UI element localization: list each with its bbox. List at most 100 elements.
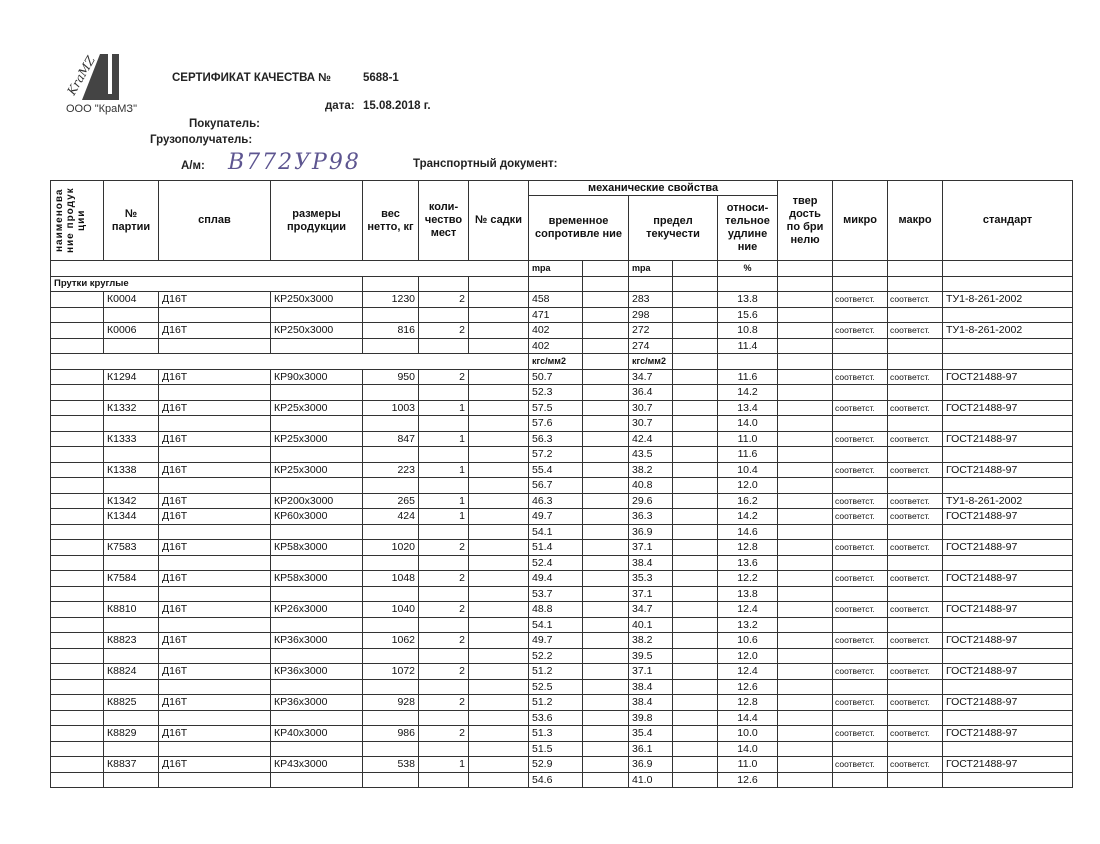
qty-cell: 2 (418, 322, 469, 339)
empty-cell (672, 601, 718, 618)
hardness-cell (777, 415, 834, 432)
yield-cell: 30.7 (628, 415, 673, 432)
standard-cell (942, 523, 1074, 540)
elongation-cell: 12.0 (716, 647, 779, 664)
size-cell: КР250х3000 (270, 322, 363, 339)
batch-cell (103, 306, 159, 323)
unit-tensile: кгс/мм2 (528, 353, 583, 370)
standard-cell (942, 740, 1074, 757)
unit-yield: кгс/мм2 (628, 353, 673, 370)
hardness-cell (777, 368, 834, 385)
empty-cell (887, 260, 944, 277)
empty-cell (832, 353, 889, 370)
size-cell: КР60х3000 (270, 508, 363, 525)
hardness-cell (777, 477, 834, 494)
empty-cell (582, 275, 629, 292)
standard-cell: ГОСТ21488-97 (942, 601, 1074, 618)
tensile-cell: 52.4 (528, 554, 583, 571)
tensile-cell: 51.3 (528, 725, 583, 742)
micro-cell (832, 585, 889, 602)
weight-cell: 424 (362, 508, 419, 525)
table-row: К8837 Д16Т КР43х3000 538 1 52.9 36.9 11.0 соотве… (50, 756, 1074, 773)
empty-cell (832, 275, 889, 292)
empty-cell (582, 446, 629, 463)
size-cell (270, 384, 363, 401)
batch-cell: К0006 (103, 322, 159, 339)
batch-cell: К7583 (103, 539, 159, 556)
qty-cell: 2 (418, 663, 469, 680)
empty-cell (777, 275, 834, 292)
tensile-cell: 458 (528, 291, 583, 308)
micro-cell (832, 523, 889, 540)
hardness-cell (777, 291, 834, 308)
micro-cell (832, 740, 889, 757)
furnace-cell (468, 430, 529, 447)
batch-cell: К8829 (103, 725, 159, 742)
batch-cell: К1294 (103, 368, 159, 385)
hardness-cell (777, 384, 834, 401)
table-row: К0006 Д16Т КР250х3000 816 2 402 272 10.8 соответ… (50, 322, 1074, 339)
size-cell (270, 585, 363, 602)
yield-cell: 36.3 (628, 508, 673, 525)
size-cell: КР200х3000 (270, 492, 363, 509)
tensile-cell: 52.3 (528, 384, 583, 401)
qty-cell: 2 (418, 291, 469, 308)
company-logo: KraMZ (62, 52, 142, 104)
yield-cell: 36.9 (628, 756, 673, 773)
empty-cell (582, 740, 629, 757)
qty-cell: 1 (418, 492, 469, 509)
qty-cell (418, 678, 469, 695)
micro-cell (832, 337, 889, 354)
micro-cell (832, 415, 889, 432)
furnace-cell (468, 694, 529, 711)
product-name-cell (50, 399, 104, 416)
col-furnace: № садки (468, 180, 529, 261)
units-row: кгс/мм2 кгс/мм2 (50, 353, 1074, 370)
hardness-cell (777, 399, 834, 416)
empty-cell (672, 725, 718, 742)
micro-cell (832, 771, 889, 788)
col-yield: предел текучести (628, 195, 718, 261)
empty-cell (672, 709, 718, 726)
alloy-cell (158, 415, 271, 432)
col-qty: коли- чество мест (418, 180, 469, 261)
empty-cell (582, 399, 629, 416)
weight-cell: 265 (362, 492, 419, 509)
micro-cell (832, 709, 889, 726)
table-row: 53.7 37.1 13.8 (50, 585, 1074, 602)
empty-cell (582, 539, 629, 556)
weight-cell: 928 (362, 694, 419, 711)
weight-cell: 950 (362, 368, 419, 385)
furnace-cell (468, 585, 529, 602)
table-row: К7583 Д16Т КР58х3000 1020 2 51.4 37.1 12.8 соотв… (50, 539, 1074, 556)
empty-cell (582, 477, 629, 494)
standard-cell: ТУ1-8-261-2002 (942, 492, 1074, 509)
hardness-cell (777, 430, 834, 447)
empty-cell (582, 632, 629, 649)
yield-cell: 38.4 (628, 694, 673, 711)
size-cell: КР25х3000 (270, 461, 363, 478)
alloy-cell (158, 616, 271, 633)
hardness-cell (777, 570, 834, 587)
elongation-cell: 16.2 (716, 492, 779, 509)
weight-cell (362, 337, 419, 354)
alloy-cell (158, 523, 271, 540)
elongation-cell: 13.2 (716, 616, 779, 633)
furnace-cell (468, 337, 529, 354)
elongation-cell: 13.4 (716, 399, 779, 416)
weight-cell (362, 709, 419, 726)
batch-cell: К1332 (103, 399, 159, 416)
elongation-cell: 13.8 (716, 585, 779, 602)
weight-cell (362, 678, 419, 695)
size-cell: КР58х3000 (270, 570, 363, 587)
weight-cell (362, 616, 419, 633)
batch-cell (103, 678, 159, 695)
tensile-cell: 54.1 (528, 616, 583, 633)
table-row: К8829 Д16Т КР40х3000 986 2 51.3 35.4 10.0 соотве… (50, 725, 1074, 742)
alloy-cell: Д16Т (158, 570, 271, 587)
empty-cell (582, 430, 629, 447)
batch-cell (103, 477, 159, 494)
empty-cell (887, 275, 944, 292)
product-name-cell (50, 601, 104, 618)
size-cell (270, 740, 363, 757)
